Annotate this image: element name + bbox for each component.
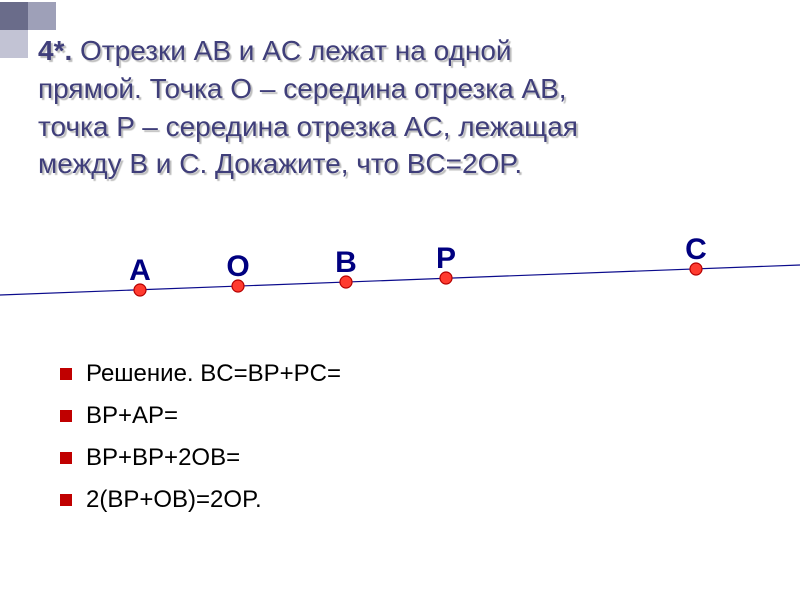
solution-line-1: Решение. BC=BP+PC=	[60, 360, 760, 388]
solution-text-1: Решение. BC=BP+PC=	[86, 360, 341, 388]
solution-line-3: BP+BP+2OB=	[60, 444, 760, 472]
problem-line-4: между B и C. Докажите, что BC=2OP.	[38, 148, 522, 179]
problem-line-1: Отрезки AB и AC лежат на одной	[72, 35, 511, 66]
problem-line-3: точка P – середина отрезка AC, лежащая	[38, 111, 578, 142]
number-line	[0, 265, 800, 295]
problem-statement: 4*. Отрезки AB и AC лежат на одной прямо…	[38, 32, 758, 183]
solution-line-4: 2(BP+OB)=2OP.	[60, 486, 760, 514]
deco-sq-1	[0, 2, 28, 30]
solution-block: Решение. BC=BP+PC= BP+AP= BP+BP+2OB= 2(BP+O…	[60, 360, 760, 528]
point-label-O: O	[226, 250, 249, 284]
point-label-P: P	[436, 242, 456, 276]
deco-sq-3	[0, 30, 28, 58]
bullet-icon	[60, 410, 72, 422]
problem-text: 4*. Отрезки AB и AC лежат на одной прямо…	[38, 32, 758, 183]
problem-line-2: прямой. Точка O – середина отрезка AB,	[38, 73, 567, 104]
figure-svg	[0, 230, 800, 320]
bullet-icon	[60, 452, 72, 464]
bullet-icon	[60, 494, 72, 506]
bullet-icon	[60, 368, 72, 380]
solution-text-3: BP+BP+2OB=	[86, 444, 240, 472]
solution-line-2: BP+AP=	[60, 402, 760, 430]
point-label-C: C	[685, 233, 707, 267]
problem-number: 4*.	[38, 35, 72, 66]
solution-text-4: 2(BP+OB)=2OP.	[86, 486, 262, 514]
point-label-A: A	[129, 254, 151, 288]
point-label-B: B	[335, 246, 357, 280]
deco-sq-2	[28, 2, 56, 30]
solution-text-2: BP+AP=	[86, 402, 178, 430]
figure: AOBPC	[0, 230, 800, 320]
